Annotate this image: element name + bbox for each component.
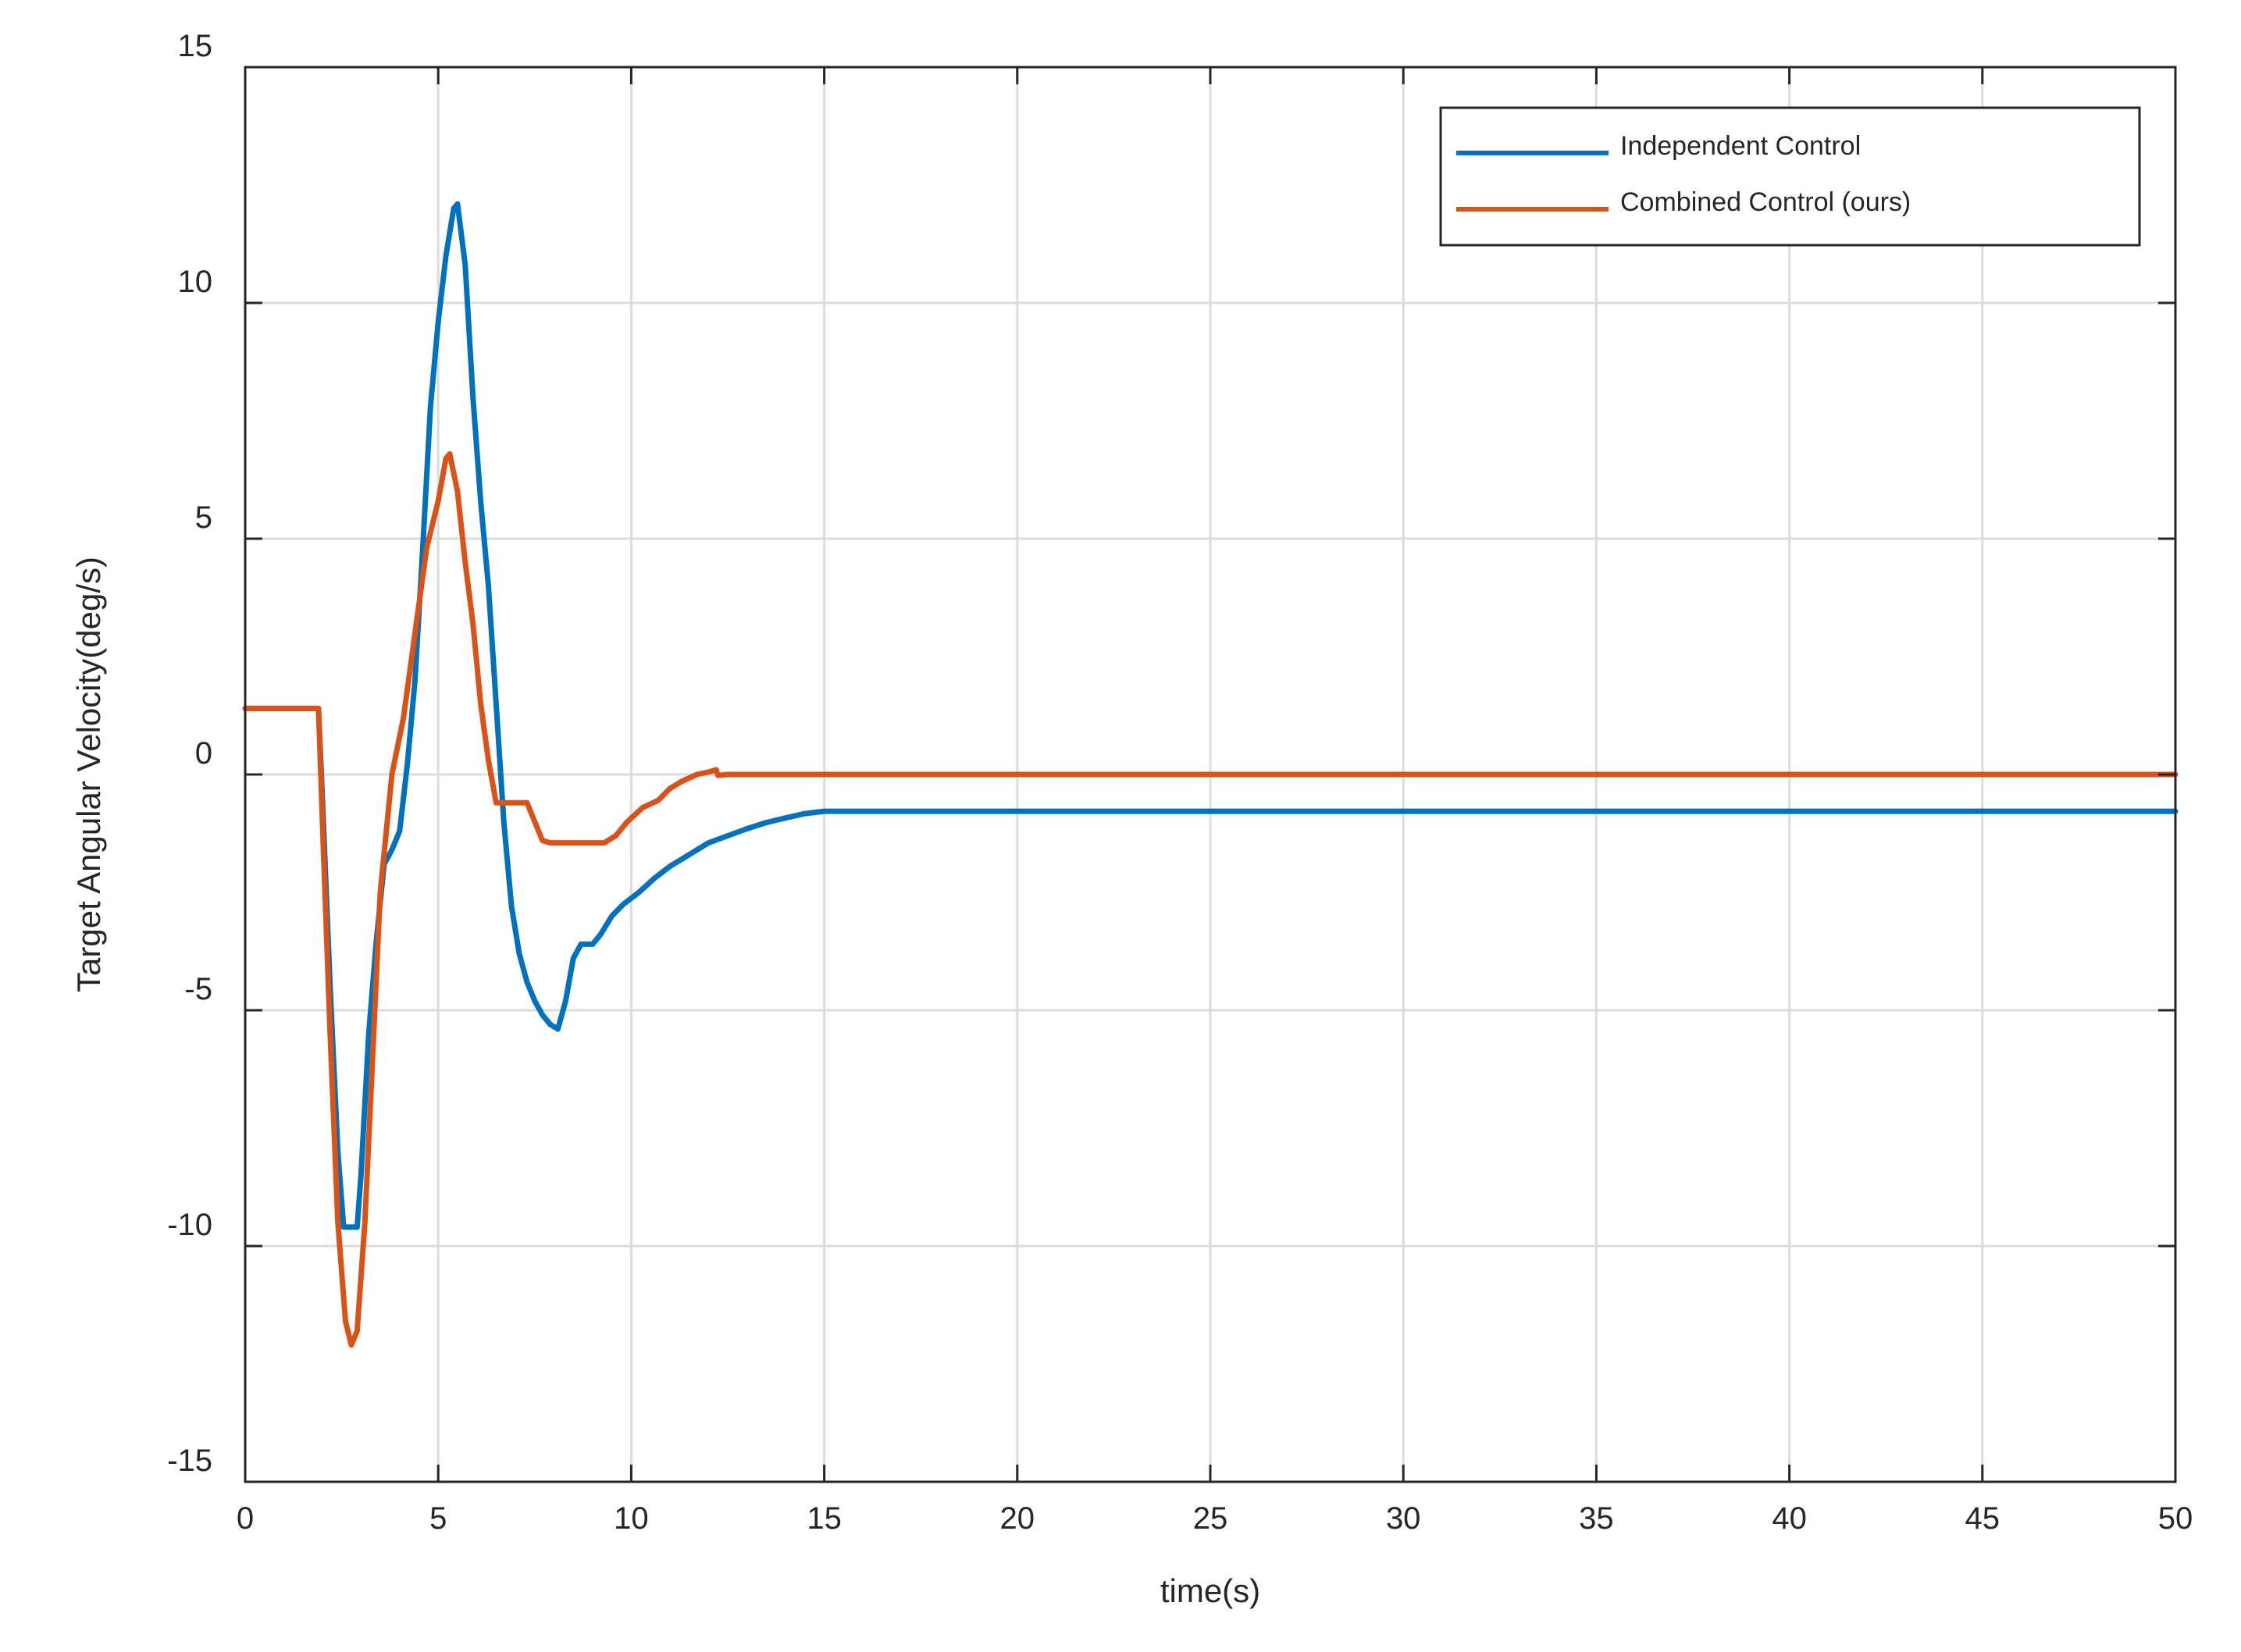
legend: Independent Control Combined Control (ou… bbox=[1439, 106, 2141, 247]
x-tick-label: 35 bbox=[1579, 1501, 1614, 1536]
y-tick-label: -10 bbox=[167, 1208, 212, 1242]
y-tick-label: 5 bbox=[195, 500, 212, 535]
x-tick-label: 5 bbox=[429, 1501, 447, 1536]
series-line-combined-control bbox=[242, 450, 2179, 1348]
legend-label-independent-control: Independent Control bbox=[1620, 131, 1861, 161]
x-tick-label: 25 bbox=[1193, 1501, 1228, 1536]
series-layer bbox=[242, 201, 2179, 1348]
y-tick-label: -5 bbox=[184, 972, 212, 1006]
x-tick-label: 20 bbox=[1000, 1501, 1035, 1536]
x-tick-label: 45 bbox=[1965, 1501, 2001, 1536]
x-tick-label: 10 bbox=[614, 1501, 649, 1536]
x-tick-label: 30 bbox=[1386, 1501, 1421, 1536]
x-axis-label: time(s) bbox=[1160, 1572, 1260, 1609]
x-tick-label: 15 bbox=[807, 1501, 842, 1536]
y-axis-label: Target Angular Velocity(deg/s) bbox=[70, 557, 107, 992]
y-tick-label: 15 bbox=[178, 29, 213, 63]
x-tick-label: 40 bbox=[1772, 1501, 1807, 1536]
y-tick-label: -15 bbox=[167, 1444, 212, 1478]
y-tick-label: 10 bbox=[178, 265, 213, 299]
x-tick-label: 0 bbox=[237, 1501, 254, 1536]
legend-box bbox=[1439, 106, 2141, 247]
x-tick-label: 50 bbox=[2158, 1501, 2193, 1536]
legend-label-combined-control: Combined Control (ours) bbox=[1620, 187, 1911, 217]
tick-layer: 0 5 10 15 20 25 30 35 40 45 50 -15 -10 -5 0 5 10 15 bbox=[167, 29, 2193, 1536]
y-tick-label: 0 bbox=[195, 736, 212, 771]
